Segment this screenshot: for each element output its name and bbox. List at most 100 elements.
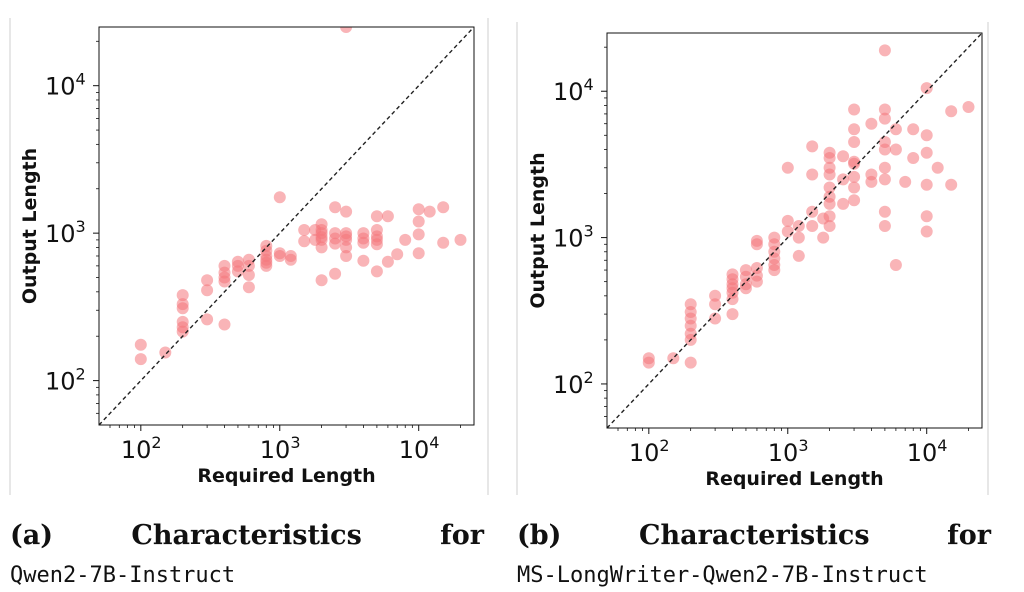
data-point-a-76 bbox=[423, 205, 436, 218]
data-point-b-39 bbox=[792, 231, 805, 244]
data-point-a-8 bbox=[176, 325, 189, 338]
data-point-a-32 bbox=[273, 250, 286, 262]
data-point-b-69 bbox=[865, 175, 878, 188]
plot-marks-b bbox=[607, 33, 982, 428]
caption-a-word1: Characteristics bbox=[131, 520, 362, 551]
data-point-b-44 bbox=[806, 220, 819, 232]
x-tick-label-a-0: 102 bbox=[121, 433, 162, 464]
data-point-a-55 bbox=[340, 241, 353, 254]
data-point-a-79 bbox=[454, 233, 467, 246]
data-point-a-72 bbox=[412, 203, 425, 216]
data-point-a-66 bbox=[370, 238, 383, 251]
data-point-a-62 bbox=[370, 210, 383, 223]
data-point-a-3 bbox=[176, 289, 189, 302]
caption-b-word1: Characteristics bbox=[639, 520, 870, 551]
data-point-a-15 bbox=[218, 275, 231, 288]
data-point-b-86 bbox=[920, 129, 933, 142]
caption-b-label: (b) bbox=[517, 520, 562, 551]
caption-b-model: MS-LongWriter-Qwen2-7B-Instruct bbox=[517, 563, 928, 588]
data-point-b-1 bbox=[642, 356, 655, 369]
y-tick-label-a-1: 103 bbox=[45, 217, 86, 248]
data-point-b-42 bbox=[806, 168, 819, 181]
data-point-b-77 bbox=[878, 205, 891, 218]
caption-a-label: (a) bbox=[10, 520, 54, 551]
data-point-b-41 bbox=[806, 140, 819, 153]
data-point-b-90 bbox=[920, 225, 933, 238]
data-point-b-82 bbox=[899, 175, 912, 188]
data-point-b-78 bbox=[878, 220, 891, 232]
y-tick-label-a-0: 102 bbox=[45, 365, 86, 396]
axes-frame-a bbox=[98, 26, 475, 426]
data-point-b-48 bbox=[823, 152, 836, 164]
caption-a: (a) Characteristics for bbox=[10, 520, 484, 551]
data-point-b-2 bbox=[667, 352, 680, 365]
y-axis-label-b: Output Length bbox=[527, 152, 549, 308]
data-point-a-69 bbox=[381, 255, 394, 268]
data-point-a-16 bbox=[218, 318, 231, 331]
data-point-b-46 bbox=[817, 231, 830, 244]
data-point-a-56 bbox=[340, 250, 353, 262]
y-tick-label-a-2: 104 bbox=[45, 70, 86, 101]
x-axis-label-a: Required Length bbox=[197, 465, 375, 487]
y-tick-label-b-1: 103 bbox=[553, 222, 594, 253]
data-point-b-54 bbox=[823, 210, 836, 223]
plot-marks-a bbox=[99, 27, 474, 425]
data-point-a-45 bbox=[315, 274, 328, 287]
data-point-b-10 bbox=[709, 289, 722, 302]
x-tick-label-a-2: 104 bbox=[399, 433, 440, 464]
data-point-b-12 bbox=[709, 312, 722, 325]
data-point-a-71 bbox=[399, 233, 412, 246]
data-point-a-0 bbox=[134, 338, 147, 351]
chart-panel-a: 102 103 104 102 103 104 Required Length Output … bbox=[19, 26, 475, 487]
data-point-b-83 bbox=[907, 123, 920, 136]
y-axis-label-a: Output Length bbox=[19, 148, 41, 304]
data-point-b-58 bbox=[837, 197, 850, 210]
data-point-a-46 bbox=[329, 201, 342, 214]
data-point-b-67 bbox=[865, 117, 878, 130]
x-tick-label-b-1: 103 bbox=[768, 436, 809, 467]
chart-panel-b: 102 103 104 102 103 104 Required Length Output … bbox=[527, 32, 983, 490]
data-point-a-49 bbox=[329, 237, 342, 250]
data-point-a-19 bbox=[231, 265, 244, 278]
data-point-b-59 bbox=[848, 103, 861, 116]
data-point-b-28 bbox=[750, 275, 763, 288]
data-point-b-37 bbox=[781, 225, 794, 238]
data-point-a-51 bbox=[340, 205, 353, 218]
data-point-b-85 bbox=[920, 82, 933, 95]
data-point-b-76 bbox=[878, 173, 891, 186]
data-point-a-77 bbox=[437, 201, 450, 214]
data-point-a-67 bbox=[370, 265, 383, 278]
data-point-b-40 bbox=[792, 249, 805, 262]
data-point-b-84 bbox=[907, 152, 920, 164]
caption-b-word2: for bbox=[947, 520, 991, 551]
data-point-b-25 bbox=[750, 238, 763, 251]
data-point-b-60 bbox=[848, 123, 861, 136]
data-point-b-56 bbox=[837, 150, 850, 163]
data-point-a-61 bbox=[357, 254, 370, 267]
x-tick-label-a-1: 103 bbox=[260, 433, 301, 464]
data-point-b-19 bbox=[726, 308, 739, 321]
caption-a-model: Qwen2-7B-Instruct bbox=[10, 563, 236, 588]
data-point-b-34 bbox=[768, 264, 781, 277]
reference-line-a bbox=[99, 27, 474, 425]
data-point-b-63 bbox=[848, 157, 861, 170]
data-point-b-70 bbox=[878, 44, 891, 57]
y-tick-label-b-2: 104 bbox=[553, 75, 594, 106]
data-point-b-61 bbox=[848, 136, 861, 148]
data-point-b-66 bbox=[848, 194, 861, 207]
data-point-a-36 bbox=[298, 235, 311, 248]
data-point-a-78 bbox=[437, 236, 450, 249]
data-point-a-74 bbox=[412, 228, 425, 241]
data-point-b-75 bbox=[878, 161, 891, 174]
data-point-b-89 bbox=[920, 210, 933, 223]
data-point-b-71 bbox=[878, 103, 891, 116]
data-point-b-65 bbox=[848, 181, 861, 194]
data-point-a-11 bbox=[201, 313, 214, 326]
data-point-a-29 bbox=[260, 259, 273, 272]
data-point-b-74 bbox=[878, 143, 891, 156]
data-point-a-30 bbox=[273, 191, 286, 204]
data-point-b-23 bbox=[739, 282, 752, 295]
data-point-b-9 bbox=[684, 356, 697, 369]
data-point-b-91 bbox=[931, 161, 944, 174]
